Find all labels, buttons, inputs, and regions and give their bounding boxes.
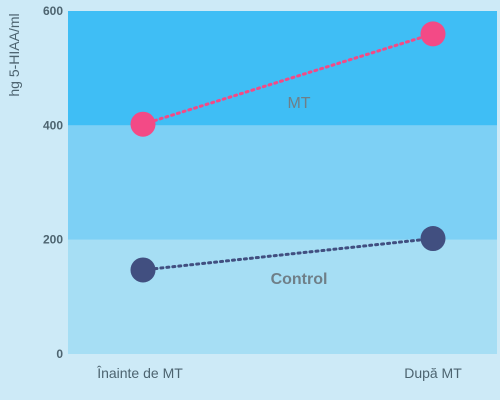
y-axis-label: hg 5-HIAA/ml: [6, 13, 22, 96]
y-tick-label: 600: [43, 4, 63, 18]
data-point-1-0: [130, 257, 156, 283]
y-tick-label: 200: [43, 233, 63, 247]
x-category-label: Înainte de MT: [96, 365, 183, 381]
y-tick-label: 0: [56, 347, 63, 361]
series-layer: MT Control: [130, 21, 446, 288]
x-category-label: După MT: [404, 365, 462, 381]
background-band-1: [68, 125, 497, 240]
series-line-0: [141, 32, 435, 126]
background-band-0: [68, 239, 497, 354]
series-line-1: [141, 237, 435, 272]
data-point-1-1: [420, 226, 446, 252]
y-axis-ticks: 0 200 400 600: [43, 4, 63, 361]
data-point-0-1: [420, 21, 446, 47]
x-axis-categories: Înainte de MT După MT: [96, 365, 462, 381]
background-bands: [68, 11, 497, 354]
data-point-0-0: [130, 111, 156, 137]
series-label: MT: [287, 95, 310, 112]
y-tick-label: 400: [43, 118, 63, 132]
series-label: Control: [271, 271, 328, 288]
